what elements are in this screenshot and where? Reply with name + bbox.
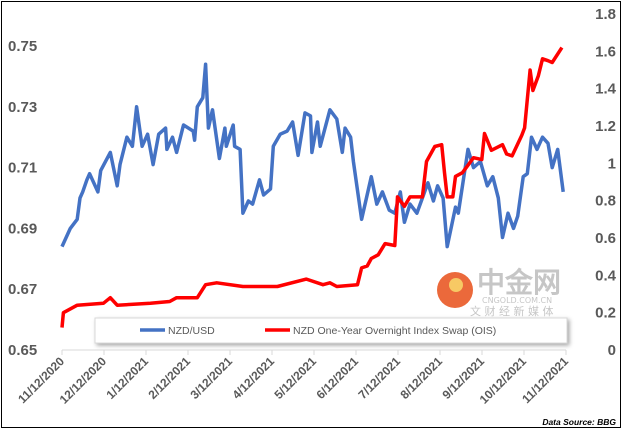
- y-left-tick-label: 0.75: [8, 38, 37, 55]
- x-tick-label: 11/12/2021: [519, 354, 571, 406]
- data-source-note: Data Source: BBG: [542, 417, 616, 427]
- legend-label-nzdusd: NZD/USD: [168, 325, 215, 337]
- y-right-tick-label: 0.8: [595, 193, 616, 210]
- x-tick-label: 8/12/2021: [397, 354, 445, 402]
- watermark-brand: 中金网: [477, 266, 561, 299]
- y-right-tick-label: 1.6: [595, 43, 616, 60]
- y-left-tick-label: 0.71: [8, 160, 37, 177]
- series-line-ois: [60, 46, 564, 328]
- x-tick-label: 1/12/2021: [103, 354, 151, 402]
- y-left-tick-label: 0.65: [8, 342, 37, 359]
- x-tick-label: 7/12/2021: [355, 354, 403, 402]
- y-right-tick-label: 0.2: [595, 305, 616, 322]
- series-line-nzdusd: [60, 62, 565, 249]
- y-right-tick-label: 1.4: [595, 81, 617, 98]
- y-right-tick-label: 0.4: [595, 267, 617, 284]
- legend-label-ois: NZD One-Year Overnight Index Swap (OIS): [293, 325, 496, 337]
- y-left-tick-label: 0.73: [8, 99, 37, 116]
- y-left-tick-label: 0.69: [8, 220, 37, 237]
- y-right-tick-label: 1.8: [595, 6, 616, 23]
- y-left-tick-label: 0.67: [8, 281, 37, 298]
- watermark-logo: 中金网 CNGOLD.COM.CN 文 财 经 新 媒 体: [437, 266, 561, 318]
- x-tick-label: 5/12/2021: [271, 354, 319, 402]
- watermark-url: CNGOLD.COM.CN: [482, 296, 552, 305]
- x-tick-label: 4/12/2021: [229, 354, 277, 402]
- x-tick-label: 2/12/2021: [145, 354, 193, 402]
- legend: NZD/USD NZD One-Year Overnight Index Swa…: [94, 317, 568, 344]
- x-tick-label: 6/12/2021: [313, 354, 361, 402]
- y-right-tick-label: 1: [608, 155, 616, 172]
- y-right-tick-label: 0.6: [595, 230, 616, 247]
- y-right-tick-label: 0: [608, 342, 616, 359]
- y-right-tick-label: 1.2: [595, 118, 616, 135]
- x-tick-label: 3/12/2021: [187, 354, 235, 402]
- watermark-tagline: 文 财 经 新 媒 体: [470, 304, 553, 318]
